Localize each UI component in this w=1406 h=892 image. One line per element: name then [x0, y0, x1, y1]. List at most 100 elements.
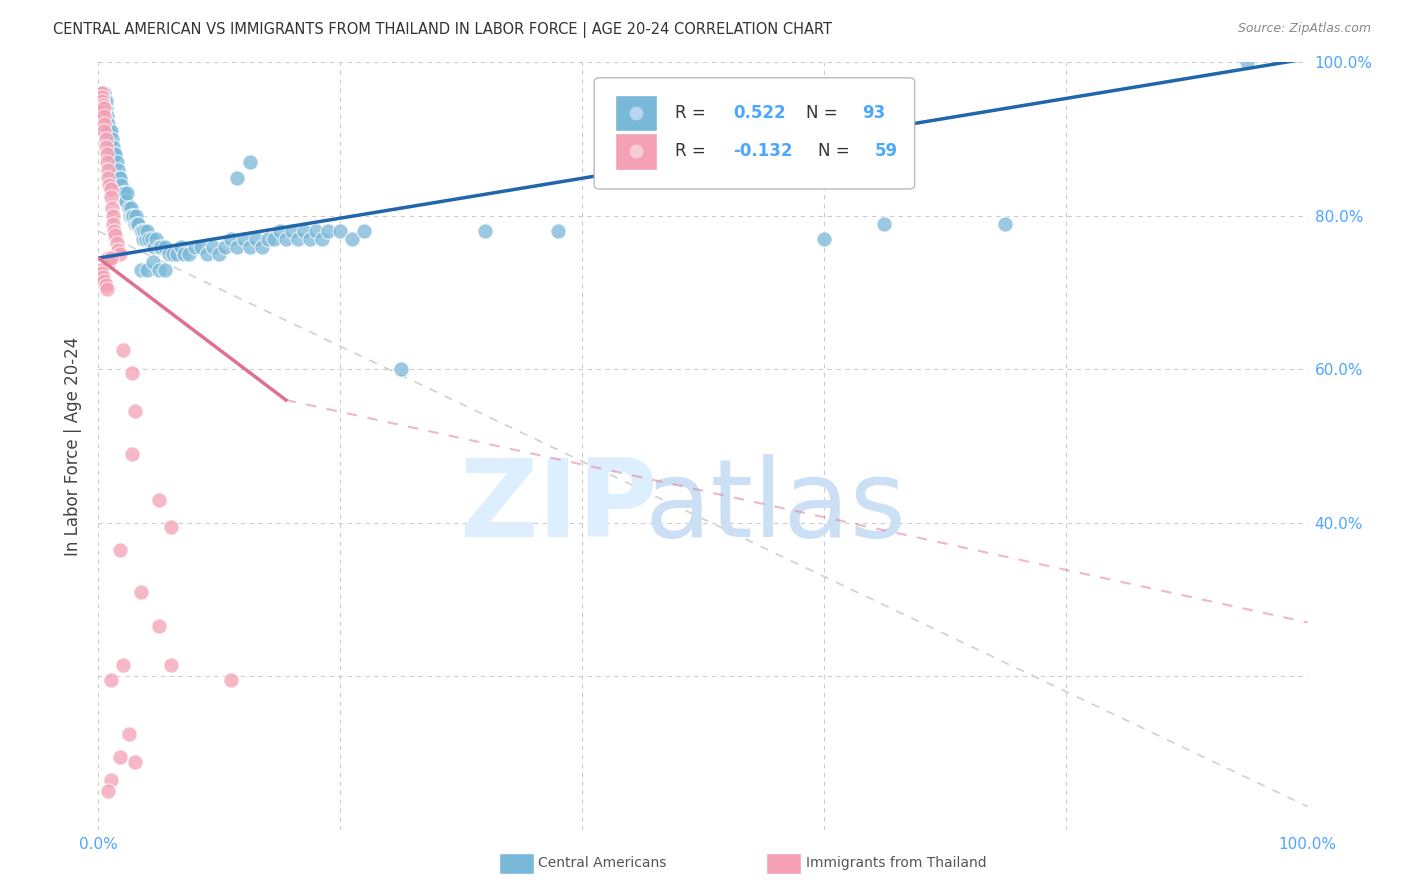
Point: [143, 239, 166, 253]
Point: [100, 673, 122, 687]
Point: [118, 726, 141, 740]
Point: [190, 239, 212, 253]
Point: [105, 235, 128, 250]
Point: [135, 224, 157, 238]
Point: [221, 232, 243, 246]
Point: [93, 86, 115, 100]
Point: [121, 209, 143, 223]
Point: [148, 239, 170, 253]
Point: [115, 194, 138, 208]
Point: [90, 262, 112, 277]
Point: [91, 86, 114, 100]
Point: [124, 217, 146, 231]
Y-axis label: In Labor Force | Age 20-24: In Labor Force | Age 20-24: [65, 336, 83, 556]
Point: [97, 251, 120, 265]
Point: [91, 97, 114, 112]
Point: [274, 232, 297, 246]
Point: [389, 362, 412, 376]
Point: [157, 247, 180, 261]
Point: [96, 147, 118, 161]
Point: [474, 224, 496, 238]
Point: [118, 209, 141, 223]
Point: [114, 194, 136, 208]
Point: [118, 201, 141, 215]
Point: [97, 117, 120, 131]
Point: [134, 224, 156, 238]
Point: [96, 282, 118, 296]
Point: [91, 94, 114, 108]
Point: [100, 201, 122, 215]
Point: [316, 224, 339, 238]
Point: [160, 519, 183, 533]
Point: [305, 224, 328, 238]
Point: [166, 247, 188, 261]
Point: [104, 227, 127, 242]
Point: [98, 255, 121, 269]
Point: [239, 155, 262, 169]
Point: [91, 94, 114, 108]
Point: [90, 94, 112, 108]
Point: [108, 170, 131, 185]
Point: [226, 239, 249, 253]
Point: [813, 232, 835, 246]
Point: [232, 232, 254, 246]
Point: [101, 209, 124, 223]
Point: [91, 102, 114, 116]
Point: [96, 109, 118, 123]
Point: [111, 343, 134, 358]
Point: [104, 147, 127, 161]
Point: [93, 109, 115, 123]
Point: [100, 182, 122, 196]
Text: -0.132: -0.132: [734, 143, 793, 161]
Point: [256, 232, 278, 246]
Point: [125, 209, 148, 223]
Point: [98, 178, 121, 193]
Point: [91, 86, 114, 100]
Point: [94, 102, 117, 116]
Point: [111, 186, 134, 200]
Point: [214, 239, 236, 253]
Point: [94, 277, 117, 292]
Bar: [614, 133, 657, 169]
Point: [111, 657, 134, 672]
Point: [292, 224, 315, 238]
Point: [108, 749, 131, 764]
Point: [148, 262, 170, 277]
Point: [108, 542, 131, 557]
Point: [132, 232, 155, 246]
Point: [94, 140, 117, 154]
Text: Immigrants from Thailand: Immigrants from Thailand: [806, 856, 986, 871]
Point: [117, 186, 139, 200]
Point: [100, 251, 122, 265]
Point: [97, 162, 120, 177]
Text: N =: N =: [818, 143, 855, 161]
Point: [221, 673, 243, 687]
Point: [162, 247, 184, 261]
Point: [97, 784, 120, 798]
Point: [179, 247, 201, 261]
Point: [135, 262, 157, 277]
Point: [91, 270, 114, 285]
Text: R =: R =: [675, 104, 711, 122]
Point: [107, 244, 129, 258]
Point: [299, 232, 322, 246]
Point: [93, 124, 115, 138]
Point: [94, 132, 117, 146]
Point: [100, 772, 122, 787]
Point: [108, 247, 131, 261]
Text: N =: N =: [806, 104, 842, 122]
Point: [281, 224, 304, 238]
Text: ZIP: ZIP: [458, 454, 657, 560]
Point: [148, 492, 170, 507]
Point: [91, 266, 114, 280]
Point: [90, 90, 112, 104]
Point: [97, 170, 120, 185]
FancyBboxPatch shape: [595, 78, 915, 189]
Point: [89, 90, 111, 104]
Point: [121, 447, 143, 461]
Point: [129, 584, 152, 599]
Point: [101, 217, 124, 231]
Point: [100, 124, 122, 138]
Point: [150, 239, 173, 253]
Point: [873, 217, 896, 231]
